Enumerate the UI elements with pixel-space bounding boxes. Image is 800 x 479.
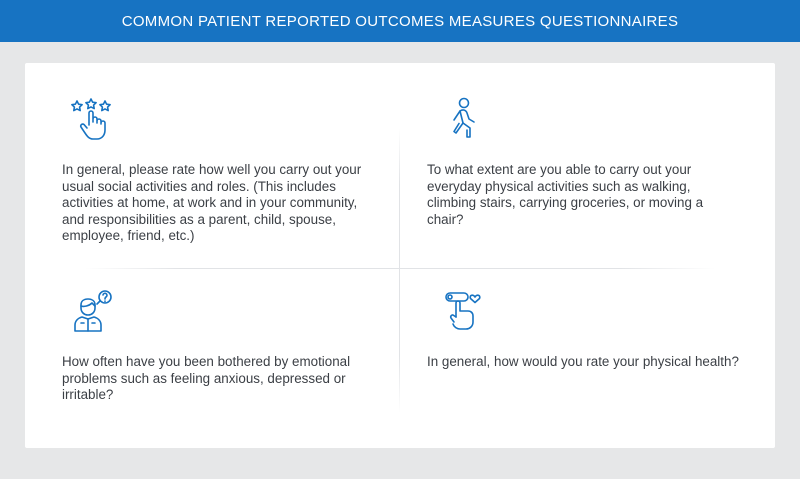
vertical-divider — [399, 128, 400, 413]
question-text: How often have you been bothered by emot… — [62, 354, 351, 403]
question-text: To what extent are you able to carry out… — [427, 162, 704, 227]
question-text: In general, how would you rate your phys… — [427, 354, 739, 369]
question-text: In general, please rate how well you car… — [62, 162, 362, 244]
hand-slider-heart-icon — [442, 289, 486, 333]
page-title: COMMON PATIENT REPORTED OUTCOMES MEASURE… — [121, 12, 679, 30]
header-bar: COMMON PATIENT REPORTED OUTCOMES MEASURE… — [0, 0, 800, 42]
walking-person-icon — [442, 97, 486, 141]
questionnaire-card: In general, please rate how well you car… — [25, 63, 775, 448]
horizontal-divider — [85, 268, 715, 269]
person-question-bubble-icon — [71, 289, 115, 333]
hand-rating-stars-icon — [71, 97, 115, 141]
